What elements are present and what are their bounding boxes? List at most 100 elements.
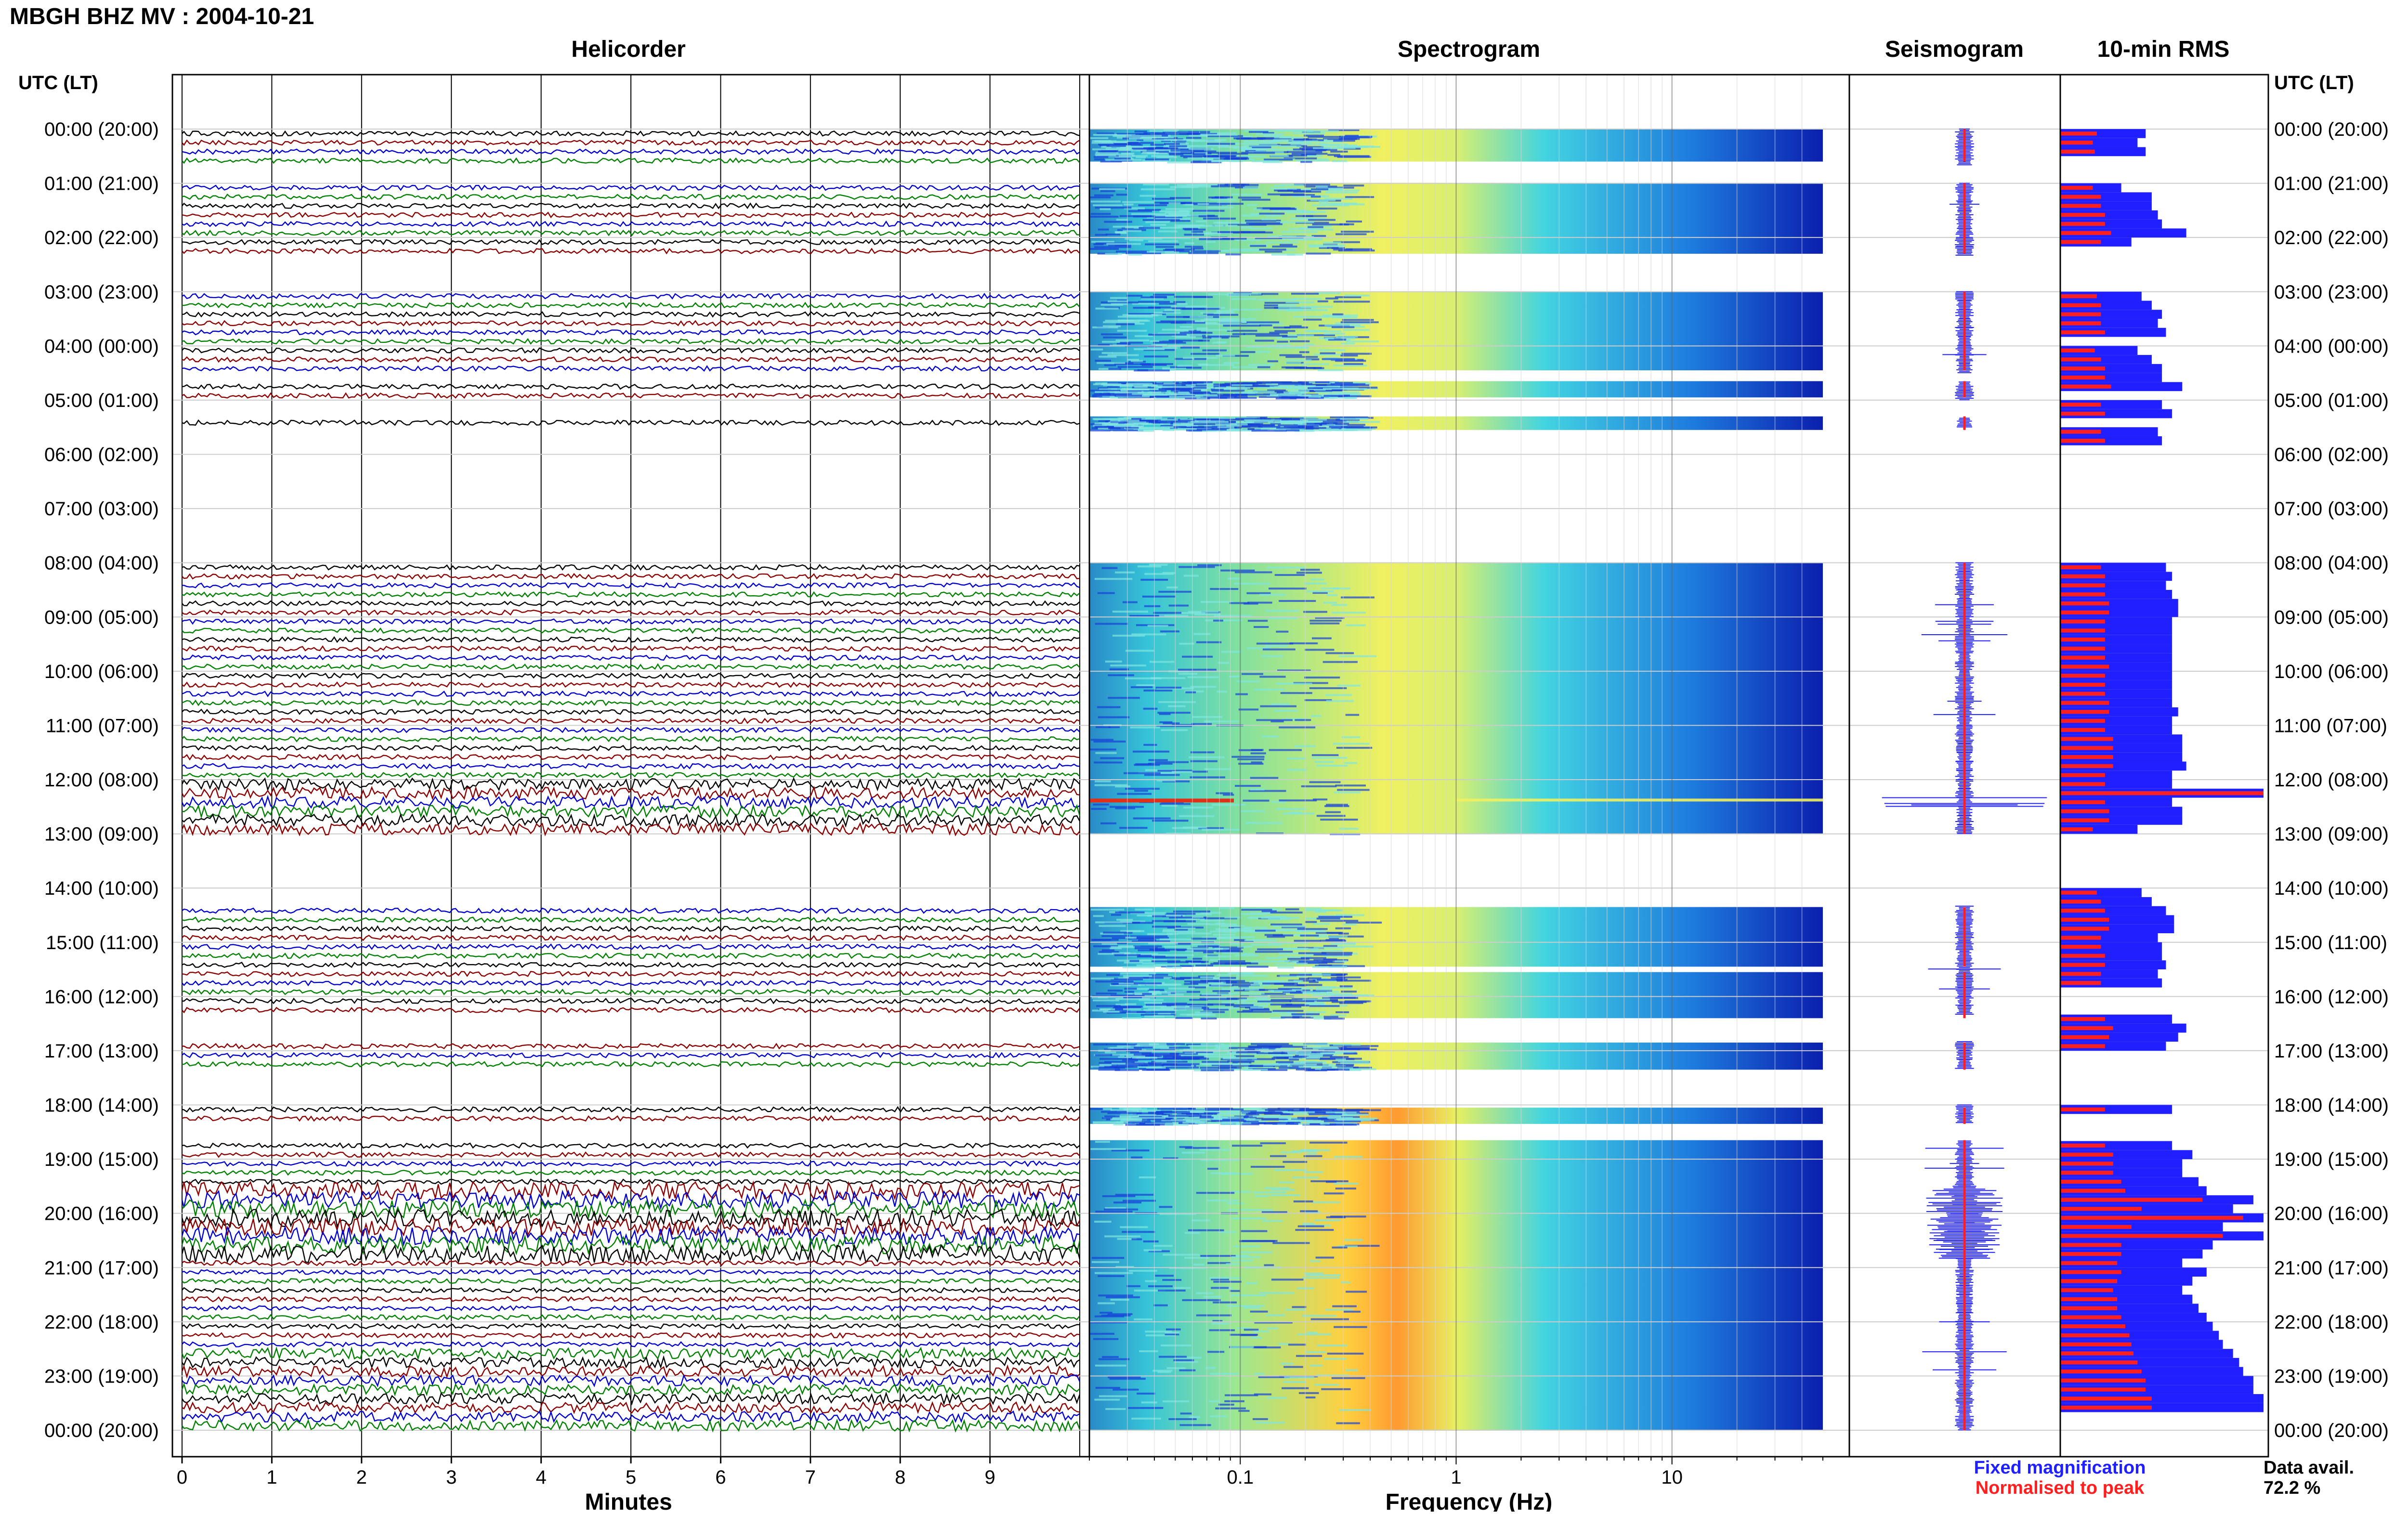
- spectrogram-speckle: [1293, 148, 1328, 151]
- spectrogram-speckle: [1237, 758, 1265, 760]
- spectrogram-speckle: [1092, 326, 1118, 328]
- rms-bar-fixed: [2060, 626, 2172, 635]
- rms-bar-fixed: [2060, 310, 2162, 319]
- spectrogram-speckle: [1235, 1119, 1262, 1121]
- helicorder-trace: [182, 1355, 1080, 1370]
- rms-bar-fixed: [2060, 1249, 2203, 1259]
- spectrogram-speckle: [1207, 1200, 1239, 1202]
- spectrogram-speckle: [1299, 351, 1309, 353]
- spectrogram-speckle: [1314, 1383, 1339, 1386]
- spectrogram-speckle: [1209, 1400, 1219, 1403]
- spectrogram-speckle: [1090, 739, 1113, 741]
- spectrogram-speckle: [1235, 693, 1248, 695]
- figure-title: MBGH BHZ MV : 2004-10-21: [10, 4, 314, 29]
- spectrogram-speckle: [1322, 974, 1345, 977]
- spectrogram-speckle: [1267, 1397, 1287, 1399]
- spectrogram-speckle: [1125, 677, 1162, 679]
- spectrogram-speckle: [1102, 1195, 1136, 1198]
- spectrogram-speckle: [1304, 344, 1314, 346]
- spectrogram-speckle: [1279, 1067, 1301, 1069]
- spectrogram-speckle: [1192, 770, 1208, 773]
- spectrogram-speckle: [1305, 1004, 1324, 1006]
- spectrogram-speckle: [1128, 1043, 1166, 1045]
- spectrogram-speckle: [1106, 144, 1126, 147]
- spectrogram-speckle: [1263, 911, 1275, 914]
- spectrogram-speckle: [1312, 592, 1328, 594]
- spectrogram-speckle: [1107, 354, 1139, 356]
- spectrogram-speckle: [1129, 976, 1149, 979]
- spectrogram-speckle: [1217, 146, 1246, 148]
- spectrogram-speckle: [1304, 582, 1327, 585]
- spectrogram-speckle: [1158, 1289, 1186, 1292]
- spectrogram-speckle: [1191, 1219, 1210, 1222]
- spectrogram-speckle: [1181, 1151, 1205, 1154]
- spectrogram-speckle: [1289, 325, 1302, 327]
- spectrogram-speckle: [1162, 780, 1190, 783]
- spectrogram-speckle: [1202, 936, 1232, 939]
- spectrogram-speckle: [1315, 617, 1345, 619]
- spectrogram-speckle: [1093, 243, 1104, 246]
- spectrogram-speckle: [1163, 1400, 1190, 1403]
- spectrogram-speckle: [1345, 1245, 1380, 1247]
- spectrogram-speckle: [1129, 239, 1144, 241]
- spectrogram-speckle: [1139, 959, 1167, 962]
- spectrogram-speckle: [1269, 331, 1288, 334]
- spectrogram-speckle: [1284, 1051, 1311, 1054]
- spectrogram-speckle: [1147, 250, 1174, 253]
- spectrogram-speckle: [1110, 1299, 1129, 1301]
- spectrogram-speckle: [1262, 982, 1298, 985]
- spectrogram-speckle: [1164, 945, 1191, 948]
- spectrogram-speckle: [1156, 1116, 1187, 1118]
- spectrogram-speckle: [1177, 303, 1188, 305]
- spectrogram-speckle: [1140, 296, 1167, 299]
- spectrogram-speckle: [1099, 388, 1118, 391]
- spectrogram-speckle: [1099, 144, 1110, 147]
- spectrogram-speckle: [1211, 1064, 1233, 1066]
- spectrogram-speckle: [1271, 148, 1300, 151]
- spectrogram-speckle: [1207, 313, 1239, 316]
- spectrogram-speckle: [1243, 1329, 1259, 1331]
- spectrogram-speckle: [1329, 397, 1356, 399]
- spectrogram-speckle: [1269, 1017, 1285, 1019]
- spectrogram-speckle: [1093, 740, 1126, 743]
- spectrogram-speckle: [1175, 927, 1196, 929]
- spectrogram-speckle: [1282, 1387, 1309, 1389]
- spectrogram-speckle: [1283, 1161, 1308, 1163]
- spectrogram-speckle: [1323, 958, 1337, 961]
- spectrogram-speckle: [1167, 419, 1195, 422]
- helicorder-trace: [182, 1142, 1080, 1149]
- helicorder-panel: [172, 75, 1089, 1457]
- spectrogram-speckle: [1207, 1351, 1225, 1353]
- spectrogram-speckle: [1307, 130, 1339, 132]
- spectrogram-speckle: [1152, 920, 1186, 922]
- spectrogram-speckle: [1192, 392, 1204, 394]
- spectrogram-speckle: [1153, 312, 1181, 314]
- spectrogram-speckle: [1294, 430, 1315, 432]
- spectrogram-speckle: [1098, 1275, 1125, 1277]
- rms-bar-fixed: [2060, 897, 2152, 906]
- spectrogram-speckle: [1137, 1011, 1175, 1013]
- spectrogram-speckle: [1209, 1277, 1242, 1279]
- spectrogram-speckle: [1148, 333, 1187, 336]
- spectrogram-speckle: [1336, 746, 1373, 749]
- helicorder-trace: [182, 1061, 1080, 1068]
- minute-tick-label: 8: [895, 1467, 905, 1488]
- time-label-left: 08:00 (04:00): [44, 553, 159, 574]
- spectrogram-speckle: [1125, 787, 1160, 790]
- spectrogram-speckle: [1170, 220, 1191, 222]
- spectrogram-speckle: [1094, 1220, 1112, 1223]
- helicorder-trace: [181, 785, 1080, 801]
- spectrogram-speckle: [1287, 189, 1301, 191]
- spectrogram-speckle: [1333, 241, 1360, 243]
- spectrogram-speckle: [1211, 390, 1245, 392]
- spectrogram-speckle: [1196, 327, 1208, 329]
- spectrogram-speckle: [1153, 1245, 1173, 1247]
- spectrogram-speckle: [1162, 572, 1176, 574]
- spectrogram-speckle: [1254, 1321, 1293, 1324]
- helicorder-trace: [181, 1234, 1081, 1256]
- spectrogram-speckle: [1114, 394, 1142, 397]
- spectrogram-speckle: [1256, 351, 1270, 353]
- rms-bar-normalised: [2060, 1017, 2105, 1021]
- spectrogram-speckle: [1297, 425, 1319, 427]
- spectrogram-speckle: [1115, 250, 1150, 253]
